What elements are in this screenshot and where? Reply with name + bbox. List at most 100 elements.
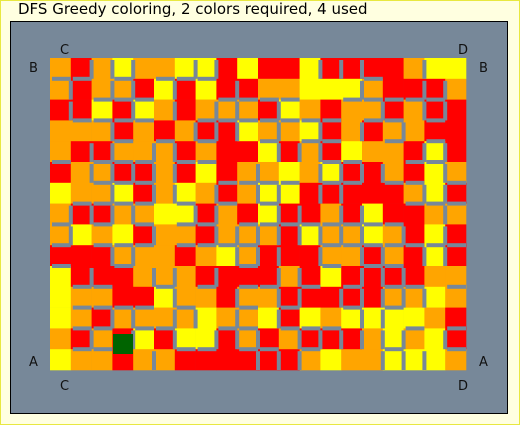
maze-wall <box>443 330 448 350</box>
maze-wall <box>301 347 321 352</box>
maze-cell <box>299 224 321 246</box>
maze-cell <box>133 245 155 267</box>
maze-wall <box>301 139 321 144</box>
maze-wall <box>72 284 92 289</box>
maze-wall <box>256 226 260 246</box>
maze-cell <box>91 203 113 225</box>
maze-cell <box>424 120 446 142</box>
maze-cell <box>278 245 300 267</box>
maze-wall <box>235 122 240 142</box>
maze-cell <box>362 120 384 142</box>
maze-cell <box>424 58 446 80</box>
maze-cell <box>258 182 280 204</box>
maze-cell <box>70 58 92 80</box>
maze-cell <box>403 58 425 80</box>
maze-wall <box>360 122 364 142</box>
maze-cell <box>91 328 113 350</box>
maze-wall <box>239 97 258 102</box>
maze-cell <box>299 141 321 163</box>
maze-wall <box>214 101 219 121</box>
maze-wall <box>426 139 446 144</box>
maze-wall <box>322 264 342 268</box>
corner-label-upper-right: B <box>479 61 488 76</box>
maze-wall <box>301 118 321 123</box>
maze-wall <box>93 347 113 352</box>
maze-cell <box>216 245 238 267</box>
maze-cell <box>133 203 155 225</box>
maze-cell <box>445 224 467 246</box>
maze-wall <box>426 201 446 206</box>
maze-wall <box>110 122 115 142</box>
maze-cell <box>237 141 259 163</box>
maze-wall <box>214 268 219 287</box>
maze-wall <box>384 97 404 102</box>
maze-wall <box>68 226 73 246</box>
maze-wall <box>343 284 362 289</box>
maze-wall <box>339 60 344 79</box>
maze-cell <box>91 58 113 80</box>
maze-wall <box>89 268 94 287</box>
maze-wall <box>401 288 406 308</box>
maze-wall <box>297 268 302 287</box>
maze-wall <box>443 205 448 225</box>
maze-cell <box>216 58 238 80</box>
maze-cell <box>341 266 363 288</box>
maze-cell <box>424 182 446 204</box>
maze-cell <box>195 266 217 288</box>
maze-wall <box>172 101 177 121</box>
maze-cell <box>237 349 259 371</box>
maze-wall <box>343 222 362 227</box>
maze-wall <box>235 226 240 246</box>
maze-cell <box>341 99 363 121</box>
maze-wall <box>197 118 217 123</box>
maze-cell <box>237 245 259 267</box>
maze-cell <box>154 203 176 225</box>
maze-wall <box>260 201 279 206</box>
maze-cell <box>278 120 300 142</box>
maze-wall <box>176 305 196 310</box>
maze-cell <box>403 162 425 184</box>
maze-cell <box>320 141 342 163</box>
maze-cell <box>112 307 134 329</box>
maze-wall <box>89 205 94 225</box>
maze-wall <box>176 76 196 81</box>
maze-cell <box>154 349 176 371</box>
maze-cell <box>258 120 280 142</box>
maze-cell <box>445 307 467 329</box>
maze-cell <box>133 182 155 204</box>
maze-wall <box>360 60 364 79</box>
maze-wall <box>297 205 302 225</box>
maze-wall <box>214 184 219 204</box>
maze-wall <box>193 122 198 142</box>
maze-wall <box>239 264 258 268</box>
maze-cell <box>91 245 113 267</box>
maze-cell <box>445 78 467 100</box>
maze-wall <box>364 76 383 81</box>
maze-cell <box>133 99 155 121</box>
maze-wall <box>214 60 219 79</box>
maze-cell <box>278 286 300 308</box>
maze-wall <box>380 268 385 287</box>
maze-wall <box>93 160 113 164</box>
maze-wall <box>52 243 71 248</box>
maze-wall <box>276 288 281 308</box>
maze-cell <box>195 307 217 329</box>
maze-wall <box>343 180 362 185</box>
maze-cell <box>70 78 92 100</box>
maze-cell <box>299 245 321 267</box>
maze-cell <box>424 203 446 225</box>
maze-cell <box>50 328 72 350</box>
maze-cell <box>445 328 467 350</box>
maze-cell <box>91 286 113 308</box>
maze-wall <box>380 330 385 350</box>
maze-cell <box>362 162 384 184</box>
maze-cell <box>445 58 467 80</box>
maze-cell <box>154 286 176 308</box>
maze-cell <box>50 266 72 288</box>
maze-cell <box>174 245 196 267</box>
maze-wall <box>114 201 134 206</box>
maze-wall <box>152 268 156 287</box>
maze-wall <box>131 101 136 121</box>
maze-cell <box>133 266 155 288</box>
maze-cell <box>341 224 363 246</box>
